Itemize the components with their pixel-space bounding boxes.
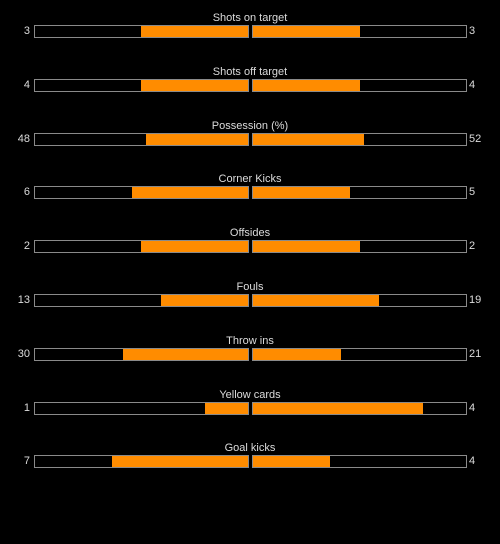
away-bar xyxy=(252,79,467,92)
away-bar-fill xyxy=(253,241,360,252)
home-bar xyxy=(34,348,249,361)
stat-row: Shots on target 3 3 xyxy=(0,11,500,45)
away-bar xyxy=(252,133,467,146)
away-bar xyxy=(252,402,467,415)
home-bar xyxy=(34,402,249,415)
away-value: 5 xyxy=(469,186,476,198)
away-value: 21 xyxy=(469,348,482,360)
away-value: 4 xyxy=(469,402,476,414)
away-bar xyxy=(252,348,467,361)
home-bar-fill xyxy=(161,295,248,306)
stat-row: Offsides 2 2 xyxy=(0,226,500,260)
stat-label: Offsides xyxy=(229,227,271,239)
away-value: 2 xyxy=(469,240,476,252)
away-bar xyxy=(252,186,467,199)
stat-label: Throw ins xyxy=(226,335,274,347)
home-bar xyxy=(34,79,249,92)
away-value: 4 xyxy=(469,79,476,91)
home-bar-fill xyxy=(112,456,248,467)
home-value: 7 xyxy=(23,455,30,467)
home-bar-fill xyxy=(146,134,248,145)
home-bar-fill xyxy=(123,349,248,360)
home-bar xyxy=(34,240,249,253)
home-bar-fill xyxy=(141,26,248,37)
stat-row: Possession (%) 48 52 xyxy=(0,119,500,153)
away-bar xyxy=(252,455,467,468)
home-value: 30 xyxy=(17,348,30,360)
home-bar xyxy=(34,25,249,38)
home-bar-fill xyxy=(141,241,248,252)
home-bar xyxy=(34,294,249,307)
away-bar-fill xyxy=(253,187,350,198)
away-value: 3 xyxy=(469,25,476,37)
home-bar xyxy=(34,455,249,468)
stat-label: Corner Kicks xyxy=(218,173,282,185)
home-bar-fill xyxy=(132,187,248,198)
stat-label: Shots off target xyxy=(212,66,288,78)
stat-row: Fouls 13 19 xyxy=(0,280,500,314)
stat-row: Goal kicks 7 4 xyxy=(0,441,500,475)
away-value: 19 xyxy=(469,294,482,306)
home-value: 4 xyxy=(23,79,30,91)
home-bar-fill xyxy=(205,403,248,414)
home-value: 13 xyxy=(17,294,30,306)
home-bar xyxy=(34,133,249,146)
away-bar-fill xyxy=(253,80,360,91)
away-bar xyxy=(252,25,467,38)
stat-label: Yellow cards xyxy=(219,389,281,401)
home-bar xyxy=(34,186,249,199)
home-value: 1 xyxy=(23,402,30,414)
stat-label: Possession (%) xyxy=(211,120,289,132)
stat-label: Goal kicks xyxy=(224,442,276,454)
home-value: 48 xyxy=(17,133,30,145)
home-value: 2 xyxy=(23,240,30,252)
home-value: 6 xyxy=(23,186,30,198)
stat-row: Corner Kicks 6 5 xyxy=(0,172,500,206)
home-value: 3 xyxy=(23,25,30,37)
away-bar-fill xyxy=(253,403,423,414)
away-bar xyxy=(252,240,467,253)
stat-row: Throw ins 30 21 xyxy=(0,334,500,368)
home-bar-fill xyxy=(141,80,248,91)
away-bar xyxy=(252,294,467,307)
stat-row: Yellow cards 1 4 xyxy=(0,388,500,422)
stat-label: Shots on target xyxy=(212,12,288,24)
away-value: 4 xyxy=(469,455,476,467)
away-value: 52 xyxy=(469,133,482,145)
away-bar-fill xyxy=(253,349,341,360)
stat-row: Shots off target 4 4 xyxy=(0,65,500,99)
away-bar-fill xyxy=(253,26,360,37)
away-bar-fill xyxy=(253,295,379,306)
stat-label: Fouls xyxy=(236,281,264,293)
away-bar-fill xyxy=(253,134,364,145)
away-bar-fill xyxy=(253,456,330,467)
